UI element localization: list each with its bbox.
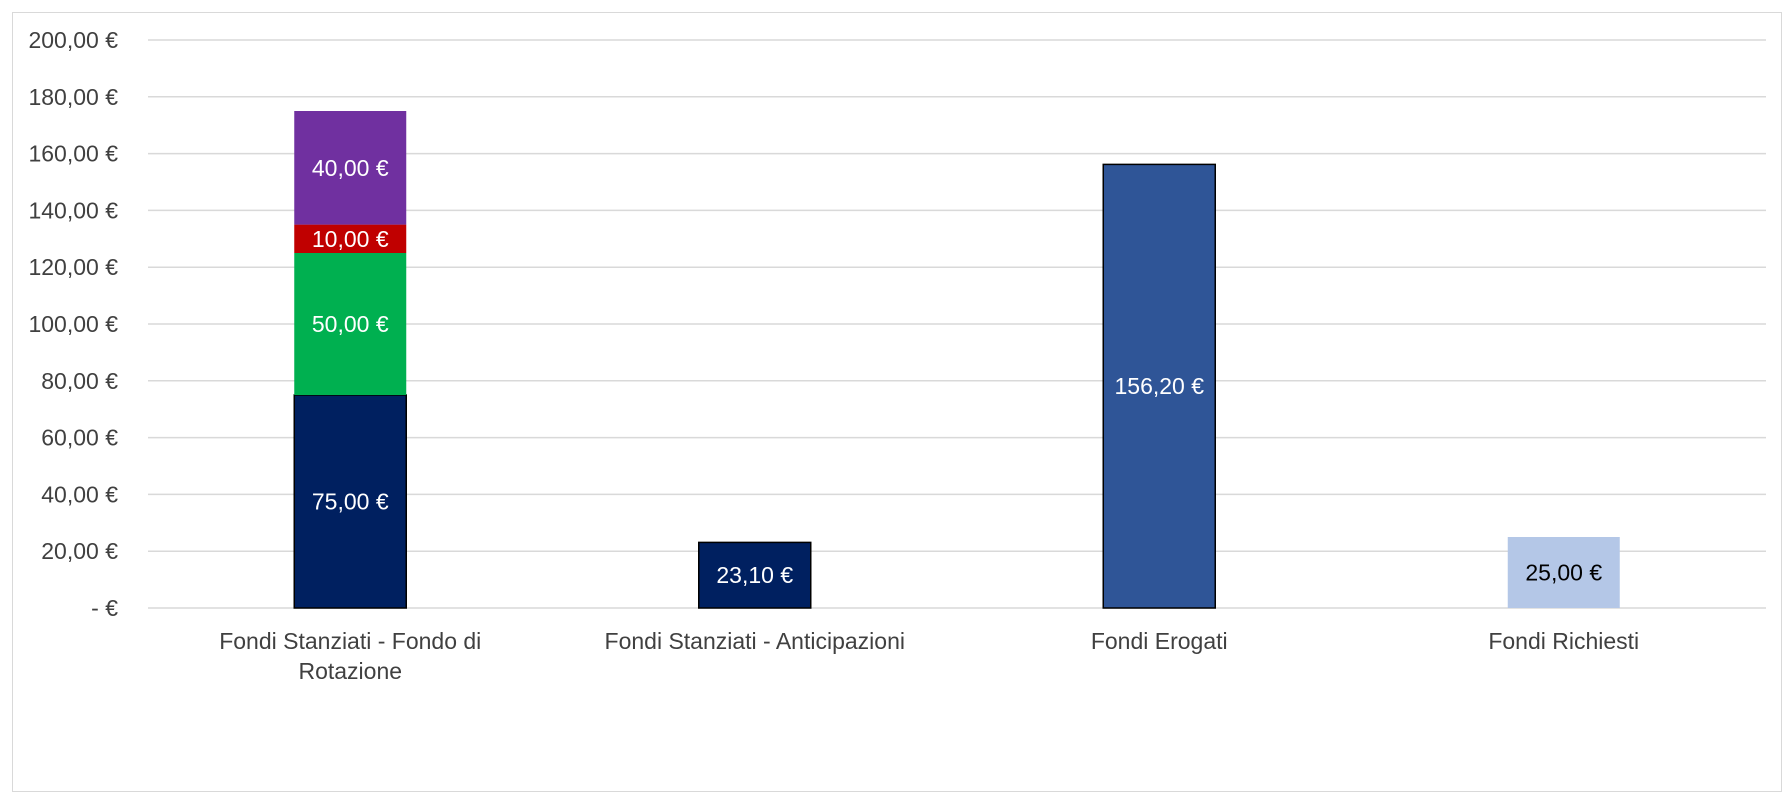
bar-segment (294, 253, 407, 395)
category-label-line: Fondi Stanziati - Anticipazioni (605, 628, 905, 654)
y-tick-label: 180,00 € (28, 84, 118, 110)
bar-chart: - € 20,00 € 40,00 € 60,00 € 80,00 € 100,00 € 1… (28, 27, 1766, 684)
y-tick-label: 60,00 € (41, 425, 118, 451)
data-label: 25,00 € (1525, 560, 1602, 586)
y-tick-label: 80,00 € (41, 368, 118, 394)
data-label: 23,10 € (716, 562, 793, 588)
y-tick-label: 140,00 € (28, 197, 118, 223)
category-label: Fondi Erogati (1091, 628, 1228, 654)
y-tick-label: 120,00 € (28, 254, 118, 280)
y-tick-label: 40,00 € (41, 481, 118, 507)
data-label: 50,00 € (312, 311, 389, 337)
y-tick-label: 200,00 € (28, 27, 118, 53)
chart-frame: - € 20,00 € 40,00 € 60,00 € 80,00 € 100,00 € 1… (12, 12, 1782, 792)
category-label: Fondi Richiesti (1488, 628, 1639, 654)
bar-segment (293, 394, 407, 609)
bar-segment (294, 111, 407, 225)
gridlines (148, 39, 1766, 609)
y-tick-label: 20,00 € (41, 538, 118, 564)
data-label: 156,20 € (1114, 373, 1204, 399)
category-label: Fondi Stanziati - Anticipazioni (605, 628, 905, 654)
data-label: 40,00 € (312, 155, 389, 181)
bar-segment (1507, 537, 1620, 608)
data-label: 75,00 € (312, 489, 389, 515)
data-labels: 75,00 € 50,00 € 10,00 € 40,00 € 23,10 € 156,2… (312, 155, 1602, 588)
y-tick-label: 160,00 € (28, 141, 118, 167)
bar-segment (1102, 163, 1216, 609)
x-axis-category-labels: Fondi Stanziati - Fondo di RotazioneFondi… (219, 628, 1639, 684)
y-tick-label: - € (91, 595, 118, 621)
bars (293, 111, 1620, 609)
category-label-line: Fondi Erogati (1091, 628, 1228, 654)
bar-segment (294, 224, 407, 253)
category-label-line: Fondi Stanziati - Fondo di (219, 628, 481, 654)
category-label-line: Rotazione (298, 658, 402, 684)
category-label-line: Fondi Richiesti (1488, 628, 1639, 654)
y-axis-tick-labels: - € 20,00 € 40,00 € 60,00 € 80,00 € 100,00 € 1… (28, 27, 118, 621)
bar-segment (698, 541, 812, 609)
category-label: Fondi Stanziati - Fondo di Rotazione (219, 628, 481, 684)
y-tick-label: 100,00 € (28, 311, 118, 337)
data-label: 10,00 € (312, 226, 389, 252)
